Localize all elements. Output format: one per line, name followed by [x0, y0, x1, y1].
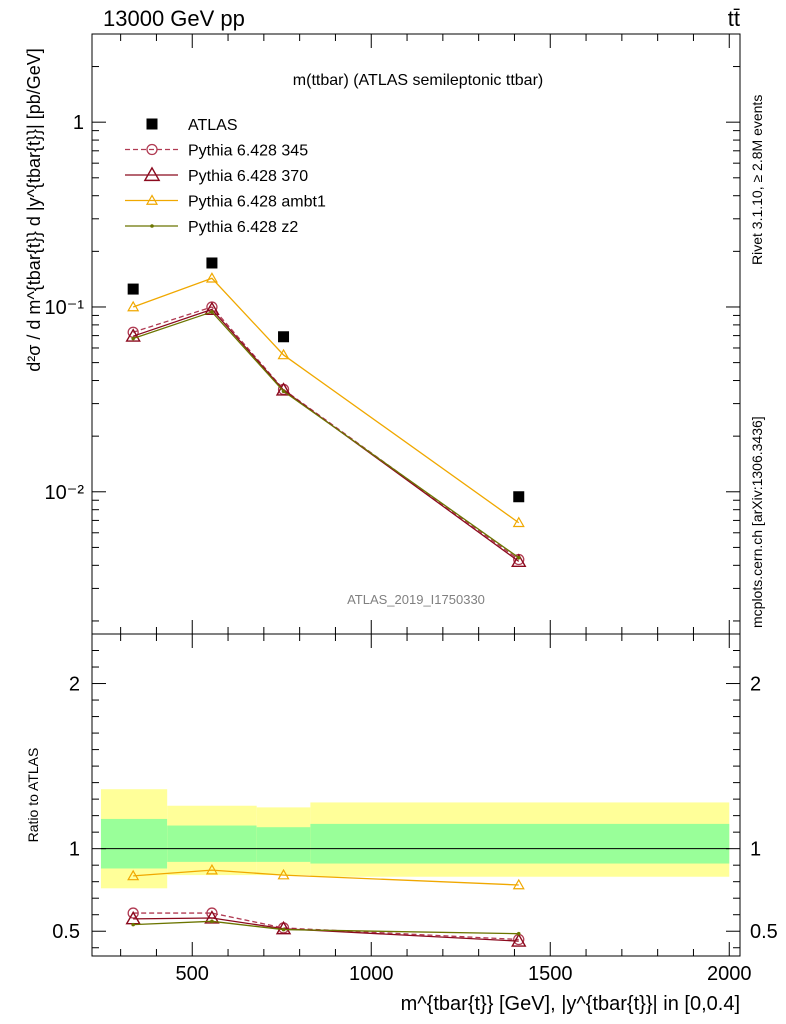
ratio-band-inner — [310, 823, 730, 864]
data-point — [277, 868, 290, 880]
legend-entry: Pythia 6.428 ambt1 — [125, 194, 326, 211]
data-point — [131, 336, 135, 341]
rivet-version-label: Rivet 3.1.10, ≥ 2.8M events — [749, 95, 765, 265]
main-y-tick-label: 10⁻² — [45, 482, 85, 504]
series-mc-1 — [127, 301, 525, 566]
legend-entry: Pythia 6.428 370 — [125, 166, 308, 185]
main-y-axis-label: d²σ / d m^{tbar{t}} d |y^{tbar{t}}| [pb/… — [24, 48, 44, 372]
series-line — [132, 277, 520, 524]
ratio-series-line — [133, 912, 519, 941]
series-mc-4 — [131, 310, 521, 560]
ratio-band-inner — [256, 827, 311, 862]
data-point — [146, 143, 158, 156]
data-point — [146, 118, 158, 130]
header-energy: 13000 GeV pp — [103, 6, 245, 31]
x-tick-label: 1500 — [528, 963, 573, 985]
ratio-y-tick-label-right: 0.5 — [750, 921, 778, 943]
data-point — [278, 331, 290, 343]
data-point — [145, 194, 159, 205]
legend-label: Pythia 6.428 370 — [188, 168, 308, 185]
data-point — [127, 907, 139, 919]
legend-label: ATLAS — [188, 117, 238, 134]
data-point — [131, 922, 135, 927]
legend-entry: Pythia 6.428 z2 — [125, 219, 298, 236]
ratio-series-line — [133, 920, 519, 935]
ratio-y-tick-label: 0.5 — [52, 921, 80, 943]
x-tick-label: 1000 — [349, 963, 394, 985]
ratio-plot-frame — [91, 633, 741, 957]
ratio-series-1 — [127, 907, 525, 946]
data-point — [210, 310, 214, 314]
data-point — [210, 919, 214, 924]
ratio-series-line — [133, 869, 519, 886]
data-point — [281, 927, 286, 932]
data-point — [511, 553, 527, 567]
ratio-series-line — [133, 917, 519, 942]
ratio-band-inner — [100, 818, 168, 869]
main-y-tick-label: 1 — [73, 112, 84, 134]
series-mc-3 — [127, 272, 525, 528]
series-mc-2 — [125, 301, 527, 567]
data-point — [275, 382, 292, 396]
series-line — [132, 306, 520, 561]
data-point — [206, 257, 218, 269]
plot-title: m(ttbar) (ATLAS semileptonic ttbar) — [293, 72, 543, 89]
legend-label: Pythia 6.428 345 — [188, 143, 308, 160]
data-point — [516, 931, 521, 936]
legend-entry: ATLAS — [146, 117, 238, 134]
ratio-panel: 0.5 0.5 1 1 2 2 500 1000 1500 2000 Ratio to ATLAS… — [25, 633, 778, 1015]
ratio-series-3 — [127, 863, 525, 890]
series-line — [132, 308, 520, 562]
data-point — [127, 283, 139, 295]
ratio-y-tick-label-right: 2 — [750, 674, 761, 696]
data-point — [512, 878, 525, 890]
x-axis-label: m^{tbar{t}} [GeV], |y^{tbar{t}}| in [0,0… — [401, 993, 740, 1015]
data-point — [204, 301, 220, 315]
legend-label: Pythia 6.428 z2 — [188, 219, 298, 236]
watermark: ATLAS_2019_I1750330 — [347, 592, 485, 607]
ratio-y-tick-label: 1 — [69, 839, 80, 861]
data-point — [205, 863, 218, 875]
data-point — [511, 933, 527, 947]
data-point — [275, 920, 292, 935]
legend: ATLAS Pythia 6.428 345 Pythia 6.428 370 Pyt… — [125, 117, 326, 236]
x-tick-label: 2000 — [707, 963, 752, 985]
main-y-tick-label: 10⁻¹ — [45, 297, 85, 319]
data-point — [143, 166, 161, 182]
ratio-band-inner — [167, 825, 257, 862]
data-point — [127, 869, 140, 881]
ratio-y-axis-label: Ratio to ATLAS — [25, 748, 41, 843]
data-point — [125, 328, 141, 342]
legend-entry: Pythia 6.428 345 — [125, 143, 308, 160]
data-point — [127, 300, 140, 312]
main-panel: 10⁻² 10⁻¹ 1 m(ttbar) (ATLAS semileptonic t… — [24, 33, 741, 635]
header-process: tt̄ — [728, 6, 740, 31]
ratio-y-tick-label: 2 — [69, 674, 80, 696]
ratio-y-tick-label-right: 1 — [750, 839, 761, 861]
data-point — [516, 555, 521, 560]
data-point — [281, 389, 286, 394]
data-point — [277, 348, 290, 360]
ratio-series-2 — [125, 910, 527, 947]
mcplots-label: mcplots.cern.ch [arXiv:1306.3436] — [749, 416, 765, 628]
data-point — [150, 224, 154, 228]
data-point — [205, 272, 218, 283]
data-point — [512, 516, 525, 528]
ratio-series-4 — [131, 919, 521, 936]
series-atlas-data — [127, 257, 525, 503]
x-tick-label: 500 — [176, 963, 209, 985]
series-line — [132, 311, 520, 559]
data-point — [513, 491, 525, 503]
legend-label: Pythia 6.428 ambt1 — [188, 194, 326, 211]
